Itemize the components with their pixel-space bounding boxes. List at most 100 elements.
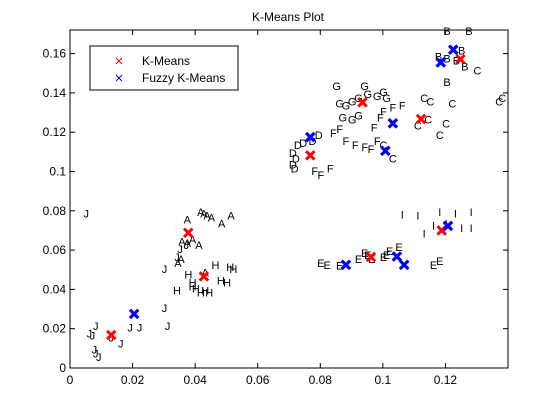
point-label-f: F [371,122,378,134]
point-label-h: H [173,285,181,297]
legend: K-Means Fuzzy K-Means [89,45,239,91]
point-label-a: A [218,219,226,231]
marker-stroke [357,97,368,108]
point-label-c: C [414,120,422,132]
point-label-f: F [318,170,325,182]
legend-label-fuzzy-kmeans: Fuzzy K-Means [142,71,225,85]
point-label-f: F [361,142,368,154]
y-tick-label: 0.04 [43,282,67,296]
marker-stroke [115,57,123,65]
y-tick-label: 0.16 [43,47,67,61]
kmeans-center-marker [305,150,316,161]
point-label-a: A [189,234,197,246]
point-label-a: A [184,238,192,250]
x-tick-label: 0 [67,373,74,387]
axes-frame [69,29,509,369]
point-label-e: E [364,250,371,262]
point-label-f: F [311,166,318,178]
point-label-j: J [90,331,96,343]
point-label-g: G [335,99,344,111]
point-label-i: I [460,223,463,235]
fuzzy-kmeans-center-marker [435,57,447,68]
marker-stroke [391,251,403,262]
point-label-f: F [343,136,350,148]
fuzzy-kmeans-center-marker [304,131,316,143]
point-label-j: J [184,240,190,252]
point-label-g: G [354,111,363,123]
point-label-g: G [348,114,357,126]
y-tick-label: 0.12 [43,125,67,139]
point-label-i: I [416,211,419,223]
point-label-c: C [420,93,428,105]
point-label-a: A [200,209,208,221]
point-label-j: J [127,323,133,335]
point-label-j: J [177,244,183,256]
point-label-e: E [355,254,362,266]
point-label-a: A [174,258,182,270]
y-tick-label: 0.06 [43,243,67,257]
marker-stroke [340,259,352,271]
marker-stroke [365,251,377,263]
marker-stroke [305,150,316,161]
marker-stroke [198,271,210,282]
point-label-i: I [432,221,435,233]
point-label-j: J [92,344,98,356]
point-label-h: H [197,287,205,299]
point-label-f: F [336,124,343,136]
point-label-a: A [177,254,185,266]
x-tick-label: 0.1 [375,373,392,387]
point-label-b: B [443,26,450,38]
point-label-a: A [208,213,216,225]
point-label-c: C [426,97,434,109]
point-label-e: E [386,246,393,258]
kmeans-center-marker [357,97,368,108]
point-label-j: J [174,252,180,264]
kmeans-center-marker [106,329,117,341]
point-label-c: C [442,118,450,130]
point-label-h: H [201,285,209,297]
point-label-a: A [203,211,211,223]
point-label-c: C [495,97,503,109]
point-label-b: B [435,52,442,64]
point-label-f: F [374,136,381,148]
marker-stroke [380,145,391,157]
point-label-c: C [498,93,506,105]
point-label-h: H [189,278,197,290]
fuzzy-kmeans-center-marker [128,308,140,320]
point-label-e: E [317,258,324,270]
point-label-c: C [436,130,444,142]
point-label-d: D [299,138,307,150]
point-label-g: G [373,91,382,103]
legend-marker-fuzzy-kmeans [115,74,123,82]
point-label-e: E [436,256,443,268]
marker-stroke [387,118,399,129]
point-label-d: D [315,130,323,142]
marker-stroke [455,54,466,65]
fuzzy-kmeans-center-marker [391,251,403,262]
point-label-f: F [380,107,387,119]
point-label-g: G [379,87,388,99]
legend-box [89,45,239,91]
x-tick-label: 0.08 [309,373,333,387]
point-label-a: A [178,236,186,248]
marker-stroke [182,227,194,239]
point-label-h: H [205,287,213,299]
kmeans-center-marker [455,54,466,65]
point-label-e: E [324,260,331,272]
point-label-j: J [93,348,99,360]
x-tick-label: 0.02 [121,373,145,387]
point-label-e: E [380,252,387,264]
y-tick-label: 0.14 [43,86,67,100]
point-label-a: A [197,207,205,219]
marker-stroke [304,131,316,143]
point-label-c: C [389,154,397,166]
point-label-i: I [470,207,473,219]
point-label-d: D [294,140,302,152]
point-label-i: I [454,209,457,221]
point-label-g: G [382,93,391,105]
marker-stroke [398,259,410,271]
point-label-d: D [289,148,297,160]
marker-stroke [435,57,447,68]
